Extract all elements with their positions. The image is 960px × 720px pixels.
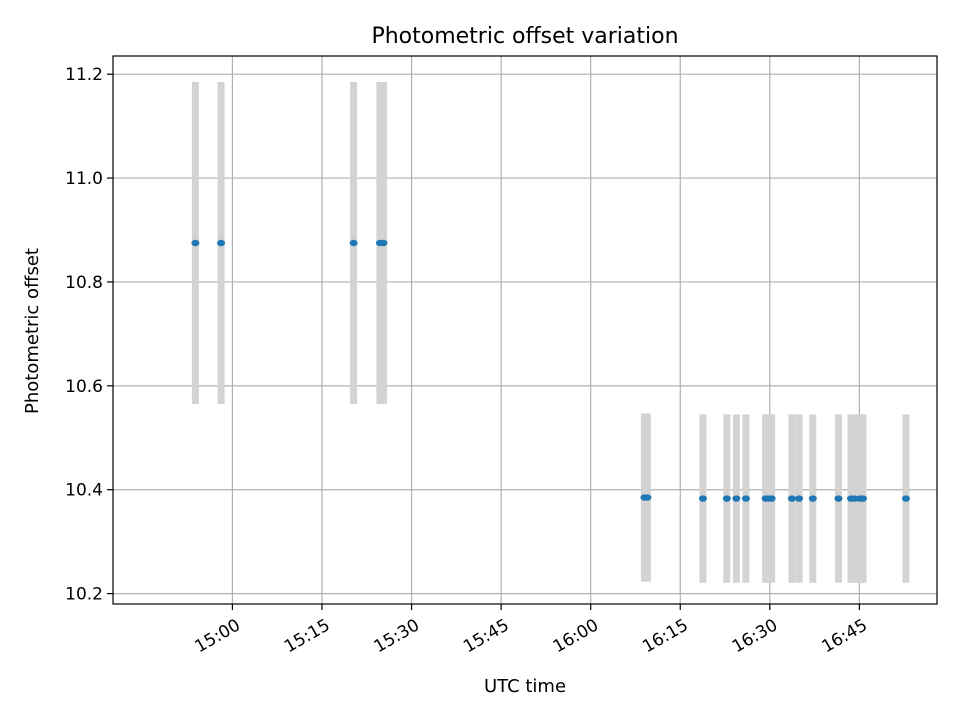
- y-tick-label: 10.4: [65, 481, 103, 501]
- data-point: [858, 495, 867, 502]
- x-tick-label: 16:15: [639, 615, 691, 657]
- x-tick-label: 15:30: [371, 615, 423, 657]
- y-axis-label: Photometric offset: [22, 248, 43, 414]
- data-point: [643, 494, 652, 501]
- data-point: [698, 495, 707, 502]
- data-point: [379, 239, 388, 247]
- x-axis-ticks: 15:00 15:15 15:30 15:45 16:00 16:15 16:30 16:45: [191, 604, 871, 657]
- data-point: [732, 495, 741, 502]
- data-point: [217, 239, 226, 247]
- data-point: [741, 495, 750, 502]
- data-points: [191, 239, 910, 502]
- y-tick-label: 11.2: [65, 65, 103, 85]
- x-tick-label: 16:30: [729, 615, 781, 657]
- data-point: [795, 495, 804, 502]
- data-point: [722, 495, 731, 502]
- data-point: [834, 495, 843, 502]
- x-tick-label: 16:45: [818, 615, 870, 657]
- data-point: [808, 495, 817, 502]
- y-tick-label: 11.0: [65, 169, 103, 189]
- data-point: [767, 495, 776, 502]
- x-tick-label: 16:00: [550, 615, 602, 657]
- data-point: [787, 495, 796, 502]
- plot-frame: [112, 55, 938, 605]
- y-tick-label: 10.6: [65, 377, 103, 397]
- x-tick-label: 15:00: [191, 615, 243, 657]
- x-axis-label: UTC time: [484, 676, 566, 697]
- x-tick-label: 15:45: [460, 615, 512, 657]
- errorbars: [191, 81, 910, 583]
- grid: [113, 56, 937, 604]
- data-point: [901, 495, 910, 502]
- data-point: [191, 239, 200, 247]
- x-tick-label: 15:15: [281, 615, 333, 657]
- y-tick-label: 10.2: [65, 585, 103, 605]
- y-axis-ticks: 10.2 10.4 10.6 10.8 11.0 11.2: [65, 65, 113, 605]
- y-tick-label: 10.8: [65, 273, 103, 293]
- data-point: [349, 239, 358, 247]
- chart-title: Photometric offset variation: [371, 24, 678, 49]
